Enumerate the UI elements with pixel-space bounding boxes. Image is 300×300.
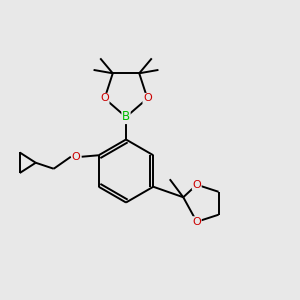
Text: O: O xyxy=(72,152,81,162)
Text: O: O xyxy=(100,94,109,103)
Text: O: O xyxy=(192,217,201,227)
Text: O: O xyxy=(192,180,201,190)
Text: O: O xyxy=(143,94,152,103)
Text: B: B xyxy=(122,110,130,124)
